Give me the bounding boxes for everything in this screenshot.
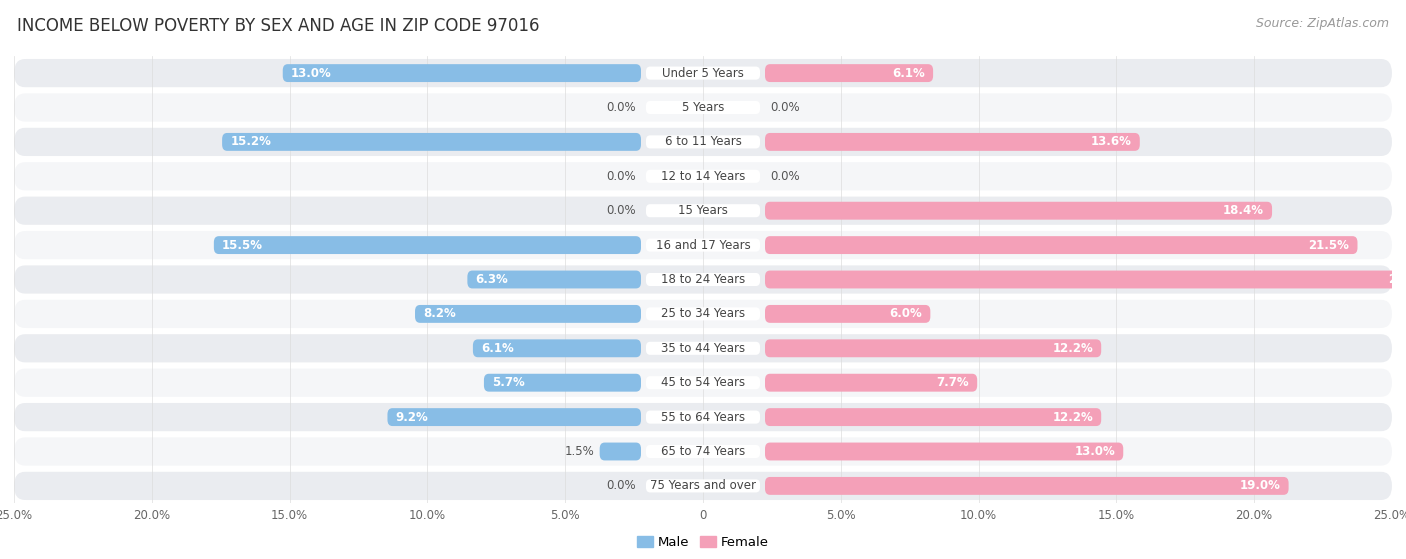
FancyBboxPatch shape: [765, 271, 1406, 288]
Text: 0.0%: 0.0%: [770, 101, 800, 114]
FancyBboxPatch shape: [765, 133, 1140, 151]
Text: 6 to 11 Years: 6 to 11 Years: [665, 135, 741, 148]
Text: Source: ZipAtlas.com: Source: ZipAtlas.com: [1256, 17, 1389, 30]
FancyBboxPatch shape: [645, 342, 761, 355]
Text: 6.0%: 6.0%: [890, 307, 922, 320]
Text: 6.1%: 6.1%: [891, 67, 925, 79]
Legend: Male, Female: Male, Female: [631, 531, 775, 555]
FancyBboxPatch shape: [14, 162, 1392, 191]
Text: 21.5%: 21.5%: [1309, 239, 1350, 252]
Text: INCOME BELOW POVERTY BY SEX AND AGE IN ZIP CODE 97016: INCOME BELOW POVERTY BY SEX AND AGE IN Z…: [17, 17, 540, 35]
Text: 15 Years: 15 Years: [678, 204, 728, 217]
FancyBboxPatch shape: [415, 305, 641, 323]
Text: 12.2%: 12.2%: [1052, 342, 1092, 355]
Text: 0.0%: 0.0%: [770, 170, 800, 183]
Text: 13.6%: 13.6%: [1091, 135, 1132, 148]
Text: 0.0%: 0.0%: [606, 170, 636, 183]
FancyBboxPatch shape: [222, 133, 641, 151]
FancyBboxPatch shape: [765, 339, 1101, 357]
Text: 6.3%: 6.3%: [475, 273, 509, 286]
FancyBboxPatch shape: [645, 101, 761, 114]
Text: 19.0%: 19.0%: [1240, 480, 1281, 492]
Text: 0.0%: 0.0%: [606, 480, 636, 492]
Text: 8.2%: 8.2%: [423, 307, 456, 320]
FancyBboxPatch shape: [14, 231, 1392, 259]
FancyBboxPatch shape: [645, 410, 761, 424]
FancyBboxPatch shape: [14, 334, 1392, 362]
Text: Under 5 Years: Under 5 Years: [662, 67, 744, 79]
Text: 65 to 74 Years: 65 to 74 Years: [661, 445, 745, 458]
Text: 0.0%: 0.0%: [606, 204, 636, 217]
Text: 12 to 14 Years: 12 to 14 Years: [661, 170, 745, 183]
FancyBboxPatch shape: [645, 67, 761, 79]
Text: 12.2%: 12.2%: [1052, 411, 1092, 424]
Text: 16 and 17 Years: 16 and 17 Years: [655, 239, 751, 252]
Text: 15.5%: 15.5%: [222, 239, 263, 252]
FancyBboxPatch shape: [214, 236, 641, 254]
Text: 55 to 64 Years: 55 to 64 Years: [661, 411, 745, 424]
FancyBboxPatch shape: [14, 128, 1392, 156]
FancyBboxPatch shape: [14, 403, 1392, 431]
FancyBboxPatch shape: [14, 368, 1392, 397]
FancyBboxPatch shape: [765, 64, 934, 82]
Text: 1.5%: 1.5%: [564, 445, 595, 458]
Text: 45 to 54 Years: 45 to 54 Years: [661, 376, 745, 389]
FancyBboxPatch shape: [14, 472, 1392, 500]
FancyBboxPatch shape: [645, 135, 761, 149]
FancyBboxPatch shape: [467, 271, 641, 288]
Text: 6.1%: 6.1%: [481, 342, 515, 355]
FancyBboxPatch shape: [645, 204, 761, 217]
Text: 13.0%: 13.0%: [1074, 445, 1115, 458]
FancyBboxPatch shape: [14, 197, 1392, 225]
FancyBboxPatch shape: [472, 339, 641, 357]
Text: 24.4%: 24.4%: [1388, 273, 1406, 286]
Text: 5 Years: 5 Years: [682, 101, 724, 114]
Text: 0.0%: 0.0%: [606, 101, 636, 114]
FancyBboxPatch shape: [599, 443, 641, 461]
Text: 25 to 34 Years: 25 to 34 Years: [661, 307, 745, 320]
FancyBboxPatch shape: [765, 236, 1358, 254]
FancyBboxPatch shape: [645, 480, 761, 492]
FancyBboxPatch shape: [14, 266, 1392, 293]
FancyBboxPatch shape: [14, 59, 1392, 87]
Text: 18 to 24 Years: 18 to 24 Years: [661, 273, 745, 286]
FancyBboxPatch shape: [645, 239, 761, 252]
FancyBboxPatch shape: [765, 408, 1101, 426]
Text: 15.2%: 15.2%: [231, 135, 271, 148]
Text: 5.7%: 5.7%: [492, 376, 524, 389]
FancyBboxPatch shape: [388, 408, 641, 426]
FancyBboxPatch shape: [645, 273, 761, 286]
FancyBboxPatch shape: [645, 376, 761, 389]
Text: 9.2%: 9.2%: [395, 411, 429, 424]
FancyBboxPatch shape: [765, 202, 1272, 220]
Text: 35 to 44 Years: 35 to 44 Years: [661, 342, 745, 355]
FancyBboxPatch shape: [645, 307, 761, 320]
FancyBboxPatch shape: [484, 374, 641, 392]
Text: 18.4%: 18.4%: [1223, 204, 1264, 217]
FancyBboxPatch shape: [645, 170, 761, 183]
FancyBboxPatch shape: [765, 477, 1289, 495]
FancyBboxPatch shape: [14, 93, 1392, 122]
Text: 7.7%: 7.7%: [936, 376, 969, 389]
Text: 75 Years and over: 75 Years and over: [650, 480, 756, 492]
FancyBboxPatch shape: [765, 374, 977, 392]
Text: 13.0%: 13.0%: [291, 67, 332, 79]
FancyBboxPatch shape: [283, 64, 641, 82]
FancyBboxPatch shape: [14, 300, 1392, 328]
FancyBboxPatch shape: [765, 305, 931, 323]
FancyBboxPatch shape: [645, 445, 761, 458]
FancyBboxPatch shape: [765, 443, 1123, 461]
FancyBboxPatch shape: [14, 437, 1392, 466]
